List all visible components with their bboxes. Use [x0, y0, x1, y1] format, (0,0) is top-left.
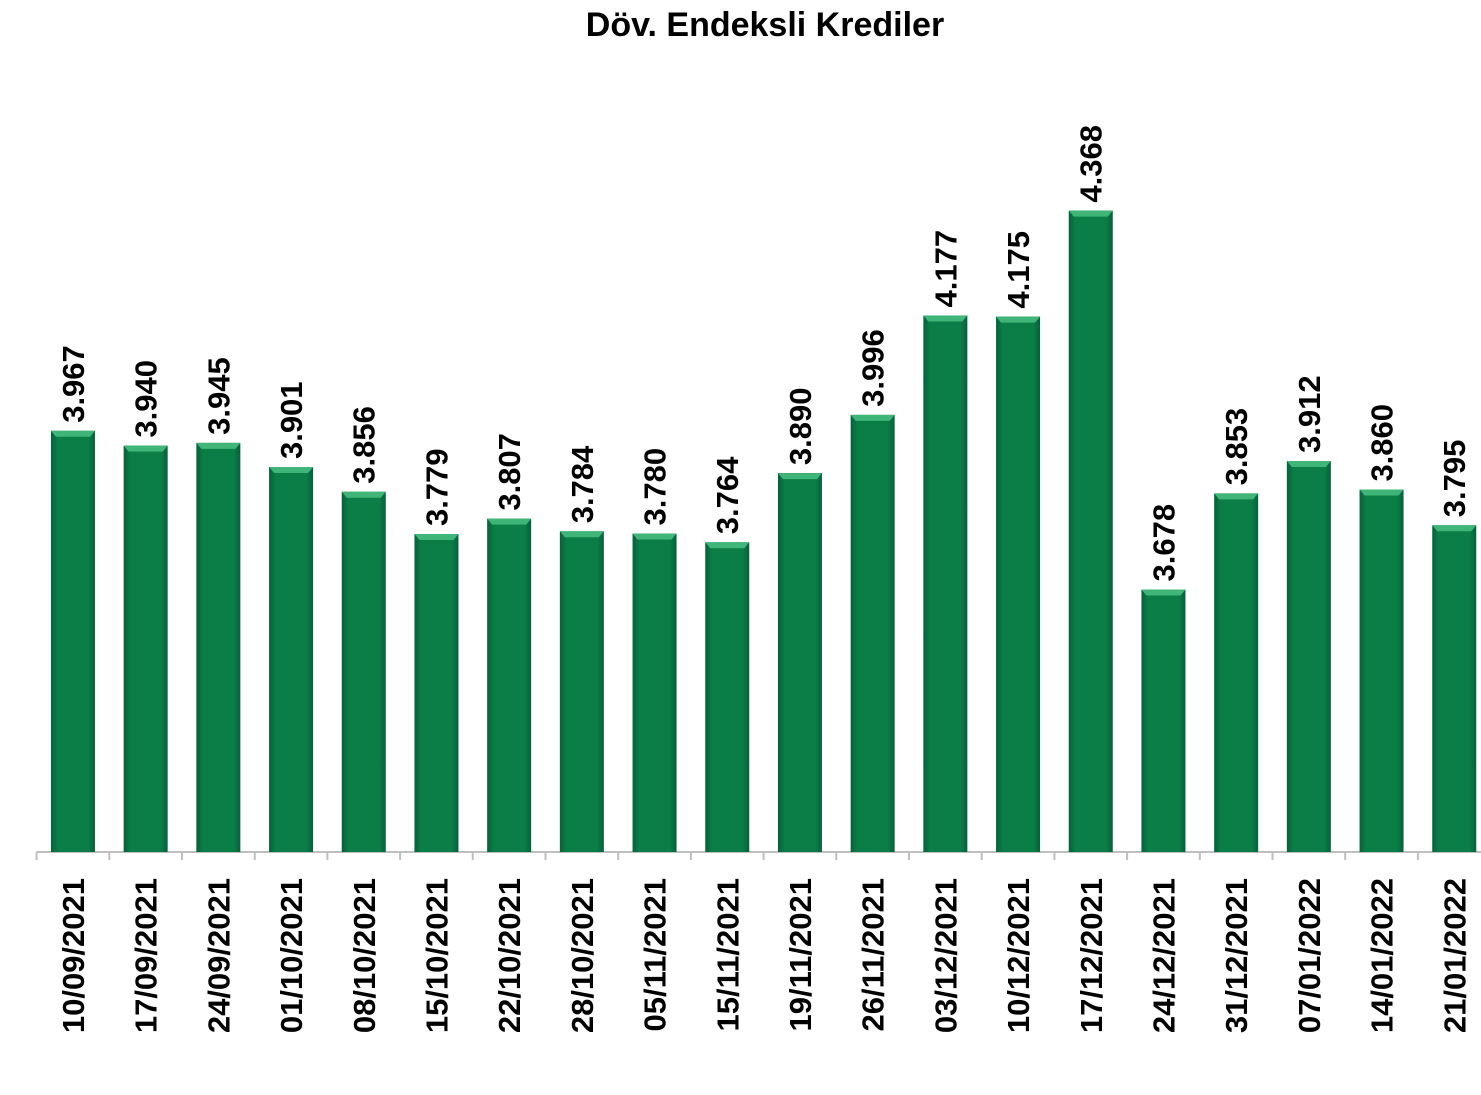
bar — [269, 467, 314, 852]
x-tick-label: 01/10/2021 — [274, 878, 309, 1033]
bar-bevel — [341, 491, 386, 498]
value-label: 4.175 — [1001, 231, 1036, 309]
bar-bevel — [996, 316, 1041, 323]
bar-bevel — [196, 442, 241, 449]
bar — [341, 491, 386, 852]
value-label: 4.368 — [1074, 125, 1109, 203]
bar — [923, 315, 968, 852]
bar-bevel — [1286, 460, 1331, 467]
bar — [123, 445, 168, 852]
x-tick-label: 10/12/2021 — [1001, 878, 1036, 1033]
x-tick-label: 05/11/2021 — [638, 878, 673, 1031]
value-label: 3.784 — [565, 445, 600, 523]
bar — [705, 542, 750, 852]
value-label: 3.940 — [129, 360, 164, 438]
bar — [1286, 460, 1331, 852]
x-tick-label: 26/11/2021 — [856, 878, 891, 1031]
value-label: 3.967 — [56, 345, 91, 423]
chart-title: Döv. Endeksli Krediler — [586, 6, 944, 44]
bar-bevel — [269, 467, 314, 474]
bar — [414, 534, 459, 852]
bar — [1141, 589, 1186, 852]
value-label: 3.856 — [347, 406, 382, 484]
bar-bevel — [559, 531, 604, 538]
x-tick-label: 24/09/2021 — [201, 878, 236, 1033]
value-label: 3.807 — [492, 433, 527, 511]
bar — [1359, 489, 1404, 852]
x-tick-label: 07/01/2022 — [1292, 878, 1327, 1033]
value-label: 3.890 — [783, 387, 818, 465]
x-tick-label: 10/09/2021 — [56, 878, 91, 1033]
x-tick-label: 03/12/2021 — [928, 878, 963, 1033]
x-tick-label: 08/10/2021 — [347, 878, 382, 1033]
x-tick-label: 28/10/2021 — [565, 878, 600, 1033]
x-tick-label: 31/12/2021 — [1219, 878, 1254, 1033]
bar-bevel — [123, 445, 168, 452]
bar — [777, 473, 822, 852]
bar — [196, 442, 241, 852]
value-label: 4.177 — [928, 230, 963, 308]
bar — [487, 518, 532, 852]
bar — [559, 531, 604, 852]
value-label: 3.996 — [856, 329, 891, 407]
bar — [850, 414, 895, 852]
bar-bevel — [777, 473, 822, 480]
bar-bevel — [414, 534, 459, 541]
x-tick-label: 15/10/2021 — [419, 878, 454, 1033]
bar-bevel — [50, 430, 95, 437]
value-label: 3.860 — [1365, 404, 1400, 482]
value-label: 3.912 — [1292, 375, 1327, 453]
value-label: 3.945 — [201, 357, 236, 435]
bar-bevel — [487, 518, 532, 525]
bar — [1068, 210, 1113, 852]
bar-bevel — [1141, 589, 1186, 596]
value-label: 3.779 — [419, 448, 454, 526]
bar — [1432, 525, 1477, 852]
x-tick-label: 17/12/2021 — [1074, 878, 1109, 1033]
bar-bevel — [850, 414, 895, 421]
x-tick-label: 15/11/2021 — [710, 878, 745, 1031]
bar-bevel — [1068, 210, 1113, 217]
bar — [632, 533, 677, 852]
bar — [996, 316, 1041, 852]
x-tick-label: 19/11/2021 — [783, 878, 818, 1031]
bar-bevel — [705, 542, 750, 549]
bar-bevel — [1432, 525, 1477, 532]
bar-bevel — [1359, 489, 1404, 496]
x-tick-label: 14/01/2022 — [1365, 878, 1400, 1033]
bar — [50, 430, 95, 852]
bar-bevel — [1214, 493, 1259, 500]
x-tick-label: 22/10/2021 — [492, 878, 527, 1033]
value-label: 3.764 — [710, 456, 745, 534]
value-label: 3.795 — [1437, 440, 1472, 518]
bar — [1214, 493, 1259, 852]
value-label: 3.780 — [638, 448, 673, 526]
value-label: 3.901 — [274, 381, 309, 459]
bar-bevel — [923, 315, 968, 322]
x-tick-label: 21/01/2022 — [1437, 878, 1472, 1033]
x-tick-label: 24/12/2021 — [1146, 878, 1181, 1033]
x-tick-label: 17/09/2021 — [129, 878, 164, 1033]
value-label: 3.678 — [1146, 504, 1181, 582]
bar-bevel — [632, 533, 677, 540]
value-label: 3.853 — [1219, 408, 1254, 486]
